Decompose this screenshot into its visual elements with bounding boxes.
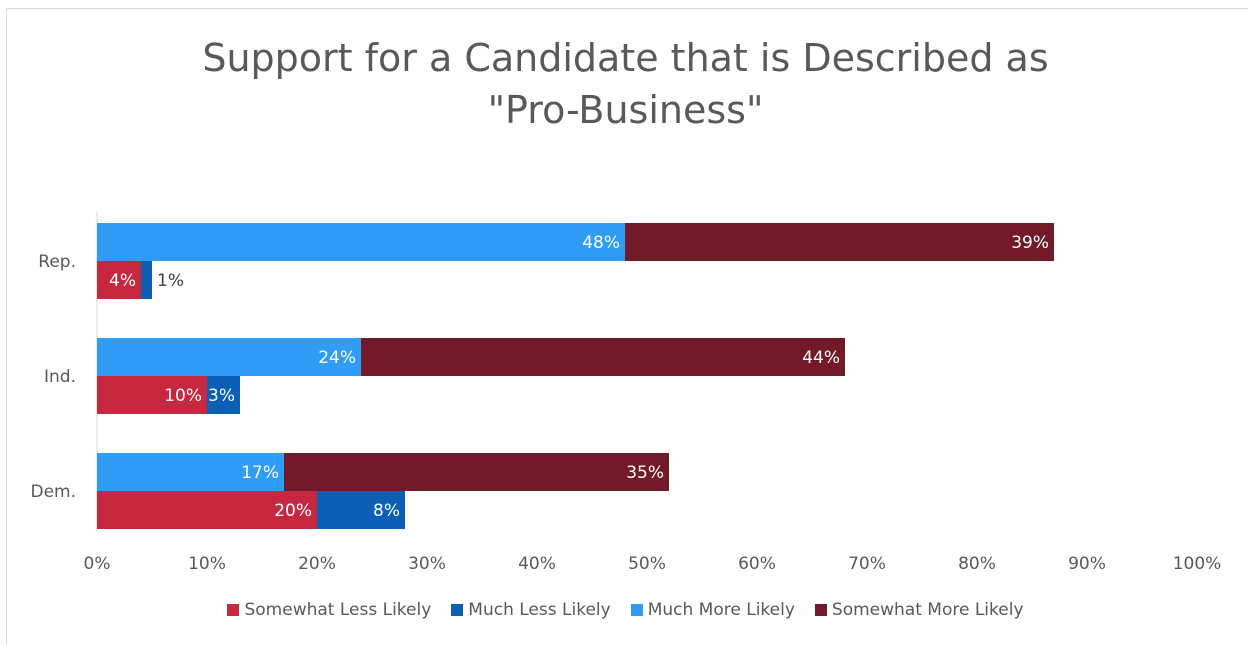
x-tick-label-7: 70% [848, 554, 886, 574]
chart-title-line-2: "Pro-Business" [487, 88, 764, 132]
bar-dem-somewhat-less-likely [97, 491, 317, 529]
data-label-dem-somewhat-less-likely: 20% [274, 501, 312, 521]
chart-frame [6, 8, 1248, 644]
chart-title: Support for a Candidate that is Describe… [0, 32, 1251, 136]
data-label-ind-somewhat-more-likely: 44% [802, 348, 840, 368]
bar-rep-much-more-likely [97, 223, 625, 261]
bar-dem-somewhat-more-likely [284, 453, 669, 491]
x-tick-label-5: 50% [628, 554, 666, 574]
legend: Somewhat Less Likely Much Less Likely Much… [0, 600, 1251, 621]
legend-swatch-much-more-likely [630, 604, 643, 616]
data-label-dem-somewhat-more-likely: 35% [626, 463, 664, 483]
category-label-rep: Rep. [38, 252, 76, 272]
x-tick-label-2: 20% [298, 554, 336, 574]
x-tick-label-1: 10% [188, 554, 226, 574]
x-tick-label-6: 60% [738, 554, 776, 574]
bar-rep-somewhat-more-likely [625, 223, 1054, 261]
x-tick-label-10: 100% [1173, 554, 1222, 574]
x-tick-label-8: 80% [958, 554, 996, 574]
x-tick-label-0: 0% [84, 554, 111, 574]
data-label-rep-much-more-likely: 48% [582, 233, 620, 253]
legend-swatch-somewhat-more-likely [814, 604, 827, 616]
bar-ind-somewhat-more-likely [361, 338, 845, 376]
data-label-dem-much-more-likely: 17% [241, 463, 279, 483]
legend-item-much-more-likely: Much More Likely [630, 600, 795, 620]
legend-swatch-much-less-likely [451, 604, 464, 616]
category-label-ind: Ind. [44, 367, 76, 387]
legend-label-somewhat-more-likely: Somewhat More Likely [831, 600, 1024, 620]
bar-ind-somewhat-less-likely [97, 376, 207, 414]
legend-label-much-more-likely: Much More Likely [647, 600, 795, 620]
legend-item-somewhat-less-likely: Somewhat Less Likely [227, 600, 431, 620]
legend-item-much-less-likely: Much Less Likely [451, 600, 611, 620]
data-label-ind-somewhat-less-likely: 10% [164, 386, 202, 406]
data-label-rep-much-less-likely: 1% [157, 271, 184, 291]
legend-swatch-somewhat-less-likely [227, 604, 240, 616]
category-label-dem: Dem. [30, 482, 76, 502]
bar-ind-much-less-likely [207, 376, 240, 414]
data-label-rep-somewhat-less-likely: 4% [109, 271, 136, 291]
legend-item-somewhat-more-likely: Somewhat More Likely [814, 600, 1024, 620]
bar-dem-much-more-likely [97, 453, 284, 491]
bar-rep-much-less-likely [141, 261, 152, 299]
bar-rep-somewhat-less-likely [97, 261, 141, 299]
legend-label-somewhat-less-likely: Somewhat Less Likely [244, 600, 432, 620]
x-tick-label-3: 30% [408, 554, 446, 574]
x-tick-label-4: 40% [518, 554, 556, 574]
data-label-dem-much-less-likely: 8% [373, 501, 400, 521]
legend-label-much-less-likely: Much Less Likely [468, 600, 611, 620]
data-label-ind-much-more-likely: 24% [318, 348, 356, 368]
data-label-ind-much-less-likely: 3% [208, 386, 235, 406]
bar-ind-much-more-likely [97, 338, 361, 376]
data-label-rep-somewhat-more-likely: 39% [1011, 233, 1049, 253]
x-tick-label-9: 90% [1068, 554, 1106, 574]
chart-title-line-1: Support for a Candidate that is Describe… [202, 36, 1049, 80]
bar-dem-much-less-likely [317, 491, 405, 529]
